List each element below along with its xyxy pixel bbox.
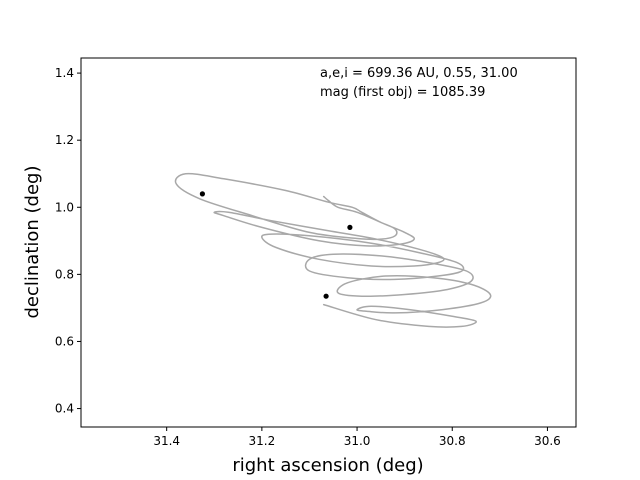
y-axis-ticks: 0.4 0.6 0.8 1.0 1.2 1.4 [55,66,81,416]
annotation-magnitude: mag (first obj) = 1085.39 [320,85,485,100]
x-axis-ticks: 31.4 31.2 31.0 30.8 30.6 [153,427,561,448]
y-tick-label: 0.6 [55,334,74,348]
y-tick-label: 0.4 [55,402,74,416]
x-tick-label: 30.6 [534,434,561,448]
x-tick-label: 31.0 [344,434,371,448]
x-tick-label: 31.4 [153,434,180,448]
y-tick-label: 1.2 [55,133,74,147]
annotation-orbit-params: a,e,i = 699.36 AU, 0.55, 31.00 [320,66,518,81]
y-tick-label: 1.4 [55,66,74,80]
y-tick-label: 1.0 [55,200,74,214]
series-line-0 [174,172,492,328]
x-tick-label: 30.8 [439,434,466,448]
data-point-marker-1 [347,224,353,230]
y-tick-label: 0.8 [55,267,74,281]
x-tick-label: 31.2 [249,434,276,448]
x-axis-label: right ascension (deg) [232,455,423,476]
series-layer [174,172,492,328]
y-axis-label: declination (deg) [22,165,43,318]
data-point-marker-0 [199,191,205,197]
data-point-marker-2 [323,293,329,299]
marker-layer [199,191,353,299]
axes-frame [80,57,577,428]
plot-area [80,57,577,428]
